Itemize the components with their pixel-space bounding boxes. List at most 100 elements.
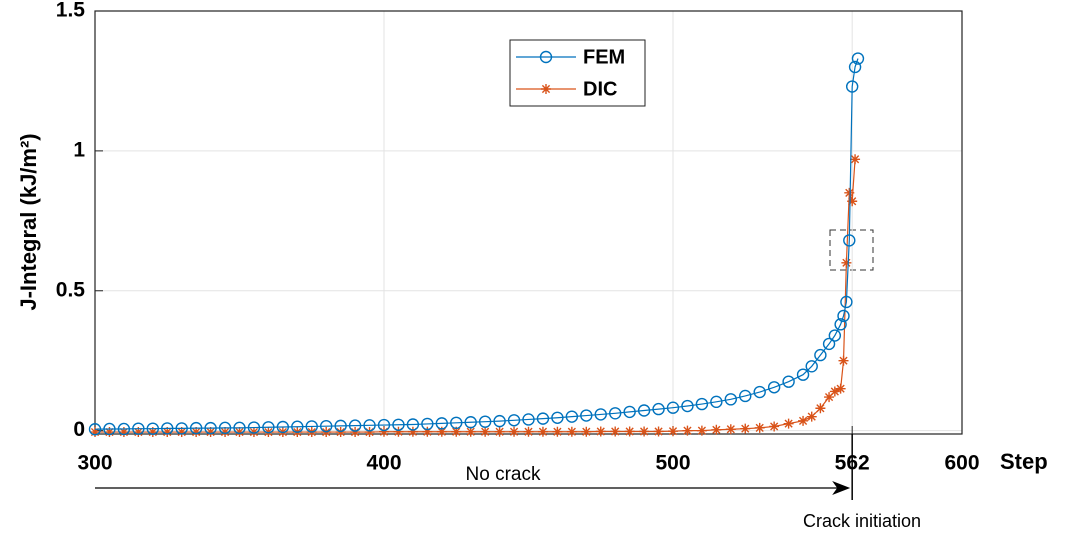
marker bbox=[696, 425, 707, 436]
legend-box bbox=[509, 39, 646, 107]
marker bbox=[710, 395, 723, 409]
marker bbox=[364, 427, 375, 438]
marker bbox=[88, 423, 102, 436]
marker bbox=[668, 426, 678, 437]
marker bbox=[753, 385, 766, 399]
marker bbox=[522, 413, 535, 426]
marker bbox=[233, 421, 246, 435]
legend-label: FEM bbox=[583, 46, 625, 68]
marker bbox=[767, 381, 781, 394]
marker bbox=[422, 426, 433, 437]
marker bbox=[796, 368, 810, 381]
marker bbox=[234, 427, 245, 438]
marker bbox=[580, 409, 593, 422]
marker bbox=[851, 52, 865, 65]
marker bbox=[320, 419, 333, 433]
marker bbox=[478, 415, 492, 428]
marker bbox=[291, 420, 304, 433]
annotation: No crack bbox=[466, 464, 541, 485]
marker bbox=[566, 426, 577, 437]
marker bbox=[247, 421, 261, 434]
marker bbox=[822, 337, 836, 351]
marker bbox=[652, 402, 665, 416]
marker bbox=[509, 426, 520, 437]
marker bbox=[695, 397, 709, 411]
marker bbox=[118, 427, 129, 438]
marker bbox=[805, 360, 818, 373]
marker bbox=[782, 375, 795, 388]
marker bbox=[637, 404, 651, 417]
y-tick-label: 1 bbox=[73, 138, 85, 161]
marker bbox=[348, 419, 362, 432]
marker bbox=[536, 412, 550, 425]
legend-label: DIC bbox=[583, 78, 617, 100]
series bbox=[88, 52, 865, 436]
x-tick-label: 600 bbox=[944, 452, 979, 475]
marker bbox=[610, 426, 621, 437]
marker bbox=[595, 426, 606, 437]
highlight-box bbox=[829, 229, 874, 271]
marker bbox=[724, 393, 737, 406]
marker bbox=[623, 405, 636, 419]
marker bbox=[175, 422, 188, 435]
marker bbox=[146, 422, 160, 435]
marker bbox=[639, 426, 650, 437]
marker bbox=[798, 415, 809, 426]
marker bbox=[189, 421, 203, 435]
marker bbox=[191, 427, 202, 438]
marker bbox=[847, 196, 858, 207]
x-tick-label: 300 bbox=[77, 452, 112, 475]
marker bbox=[537, 426, 548, 437]
marker bbox=[835, 383, 846, 394]
marker bbox=[725, 424, 736, 435]
y-tick-label: 0 bbox=[73, 418, 85, 441]
marker bbox=[551, 411, 564, 424]
marker bbox=[350, 427, 361, 438]
marker bbox=[739, 389, 752, 403]
marker bbox=[377, 418, 391, 432]
marker bbox=[263, 427, 274, 438]
marker bbox=[162, 427, 173, 438]
arrow-head bbox=[832, 481, 851, 495]
marker bbox=[465, 426, 476, 437]
marker bbox=[117, 422, 131, 436]
marker bbox=[850, 154, 861, 165]
marker bbox=[581, 426, 592, 437]
marker bbox=[507, 414, 521, 427]
marker bbox=[828, 329, 842, 342]
marker bbox=[769, 421, 780, 432]
marker bbox=[451, 426, 462, 437]
marker bbox=[848, 60, 862, 74]
marker bbox=[493, 414, 506, 428]
marker bbox=[624, 426, 635, 437]
y-axis-label: J-Integral (kJ/m²) bbox=[16, 133, 41, 310]
annotation: Crack initiation bbox=[803, 511, 921, 531]
y-tick-label: 1.5 bbox=[56, 0, 86, 22]
marker bbox=[843, 234, 856, 247]
marker bbox=[248, 427, 259, 438]
marker bbox=[740, 423, 751, 434]
marker bbox=[840, 295, 853, 309]
marker bbox=[594, 408, 607, 421]
marker bbox=[464, 416, 477, 429]
marker bbox=[814, 348, 827, 362]
marker bbox=[407, 426, 418, 437]
marker bbox=[334, 419, 347, 433]
marker bbox=[838, 355, 849, 366]
marker bbox=[845, 80, 859, 93]
line bbox=[94, 58, 859, 430]
marker bbox=[218, 421, 232, 435]
marker bbox=[829, 386, 840, 397]
marker bbox=[392, 418, 405, 431]
marker bbox=[841, 257, 852, 268]
marker bbox=[666, 401, 680, 414]
marker bbox=[653, 426, 664, 437]
marker bbox=[220, 427, 231, 438]
marker bbox=[806, 411, 817, 422]
marker bbox=[609, 407, 622, 420]
x-tick-label: 400 bbox=[366, 452, 401, 475]
marker bbox=[104, 427, 115, 438]
marker bbox=[435, 417, 448, 430]
marker bbox=[406, 418, 420, 431]
